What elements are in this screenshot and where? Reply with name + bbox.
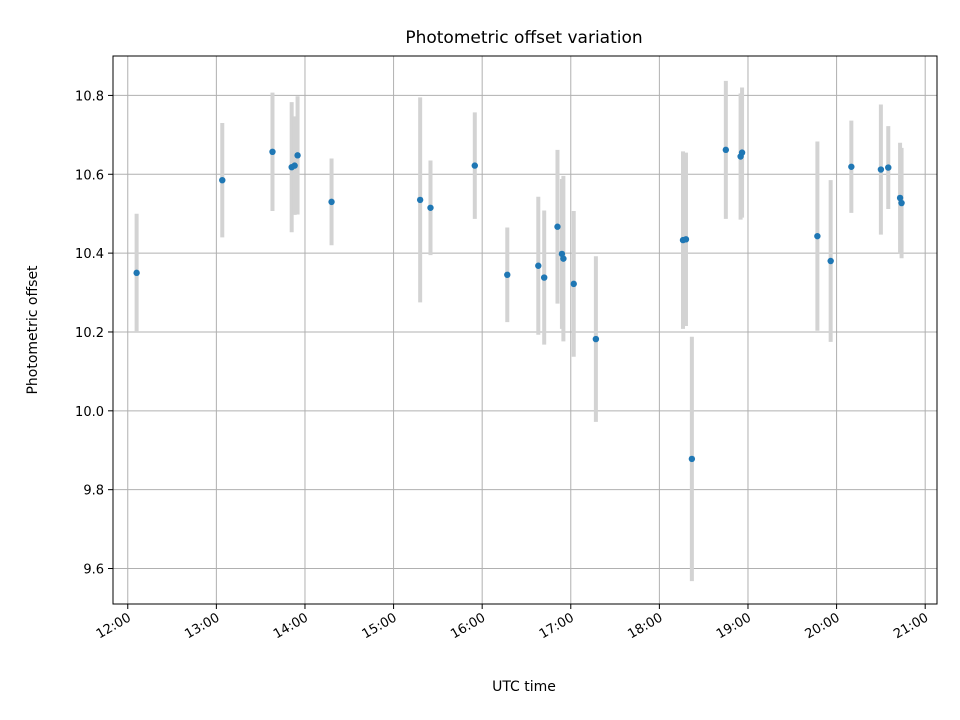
y-axis: 9.6 9.8 10.0 10.2 10.4 10.6 10.8: [75, 89, 113, 578]
data-point: [291, 162, 298, 169]
chart-title: Photometric offset variation: [405, 28, 642, 48]
x-tick-label: 17:00: [537, 610, 577, 642]
y-tick-label: 9.8: [83, 484, 104, 499]
data-point: [570, 280, 577, 288]
data-point: [738, 149, 746, 156]
y-tick-label: 10.0: [75, 405, 104, 420]
data-point: [722, 146, 730, 154]
data-point: [535, 262, 542, 269]
x-tick-label: 19:00: [714, 610, 754, 642]
data-point: [827, 257, 834, 265]
data-point: [885, 164, 892, 171]
data-points: [133, 146, 905, 463]
data-point: [540, 274, 548, 281]
data-point: [133, 269, 140, 277]
data-point: [560, 255, 567, 262]
data-point: [554, 223, 561, 230]
data-point: [896, 194, 904, 202]
x-tick-label: 15:00: [360, 610, 400, 642]
data-point: [416, 196, 424, 204]
y-tick-label: 10.4: [75, 247, 104, 262]
data-point: [471, 162, 478, 169]
x-axis-label: UTC time: [492, 679, 556, 695]
x-tick-label: 20:00: [803, 610, 843, 642]
data-point: [592, 335, 600, 343]
x-tick-label: 13:00: [182, 610, 222, 642]
data-point: [877, 166, 885, 173]
data-point: [427, 204, 434, 211]
y-tick-label: 10.2: [75, 326, 104, 341]
data-point: [328, 198, 335, 206]
x-tick-label: 21:00: [891, 610, 931, 642]
x-tick-label: 18:00: [625, 610, 665, 642]
x-tick-label: 12:00: [94, 610, 134, 642]
error-bars: [134, 80, 904, 582]
data-point: [898, 199, 905, 207]
data-point: [269, 148, 276, 156]
grid: [113, 56, 937, 604]
data-point: [294, 152, 301, 159]
plot-frame: [112, 55, 938, 605]
data-point: [814, 232, 821, 240]
data-point: [682, 236, 690, 243]
y-tick-label: 10.8: [75, 89, 104, 104]
x-axis: 12:00 13:00 14:00 15:00 16:00 17:00 18:00 19:00…: [94, 604, 931, 642]
y-tick-label: 9.6: [83, 563, 104, 578]
data-point: [219, 176, 226, 184]
y-tick-label: 10.6: [75, 168, 104, 183]
data-point: [848, 163, 855, 170]
x-tick-label: 14:00: [271, 610, 311, 642]
y-axis-label: Photometric offset: [25, 265, 41, 395]
data-point: [688, 455, 696, 463]
data-point: [504, 271, 511, 279]
x-tick-label: 16:00: [448, 610, 488, 642]
